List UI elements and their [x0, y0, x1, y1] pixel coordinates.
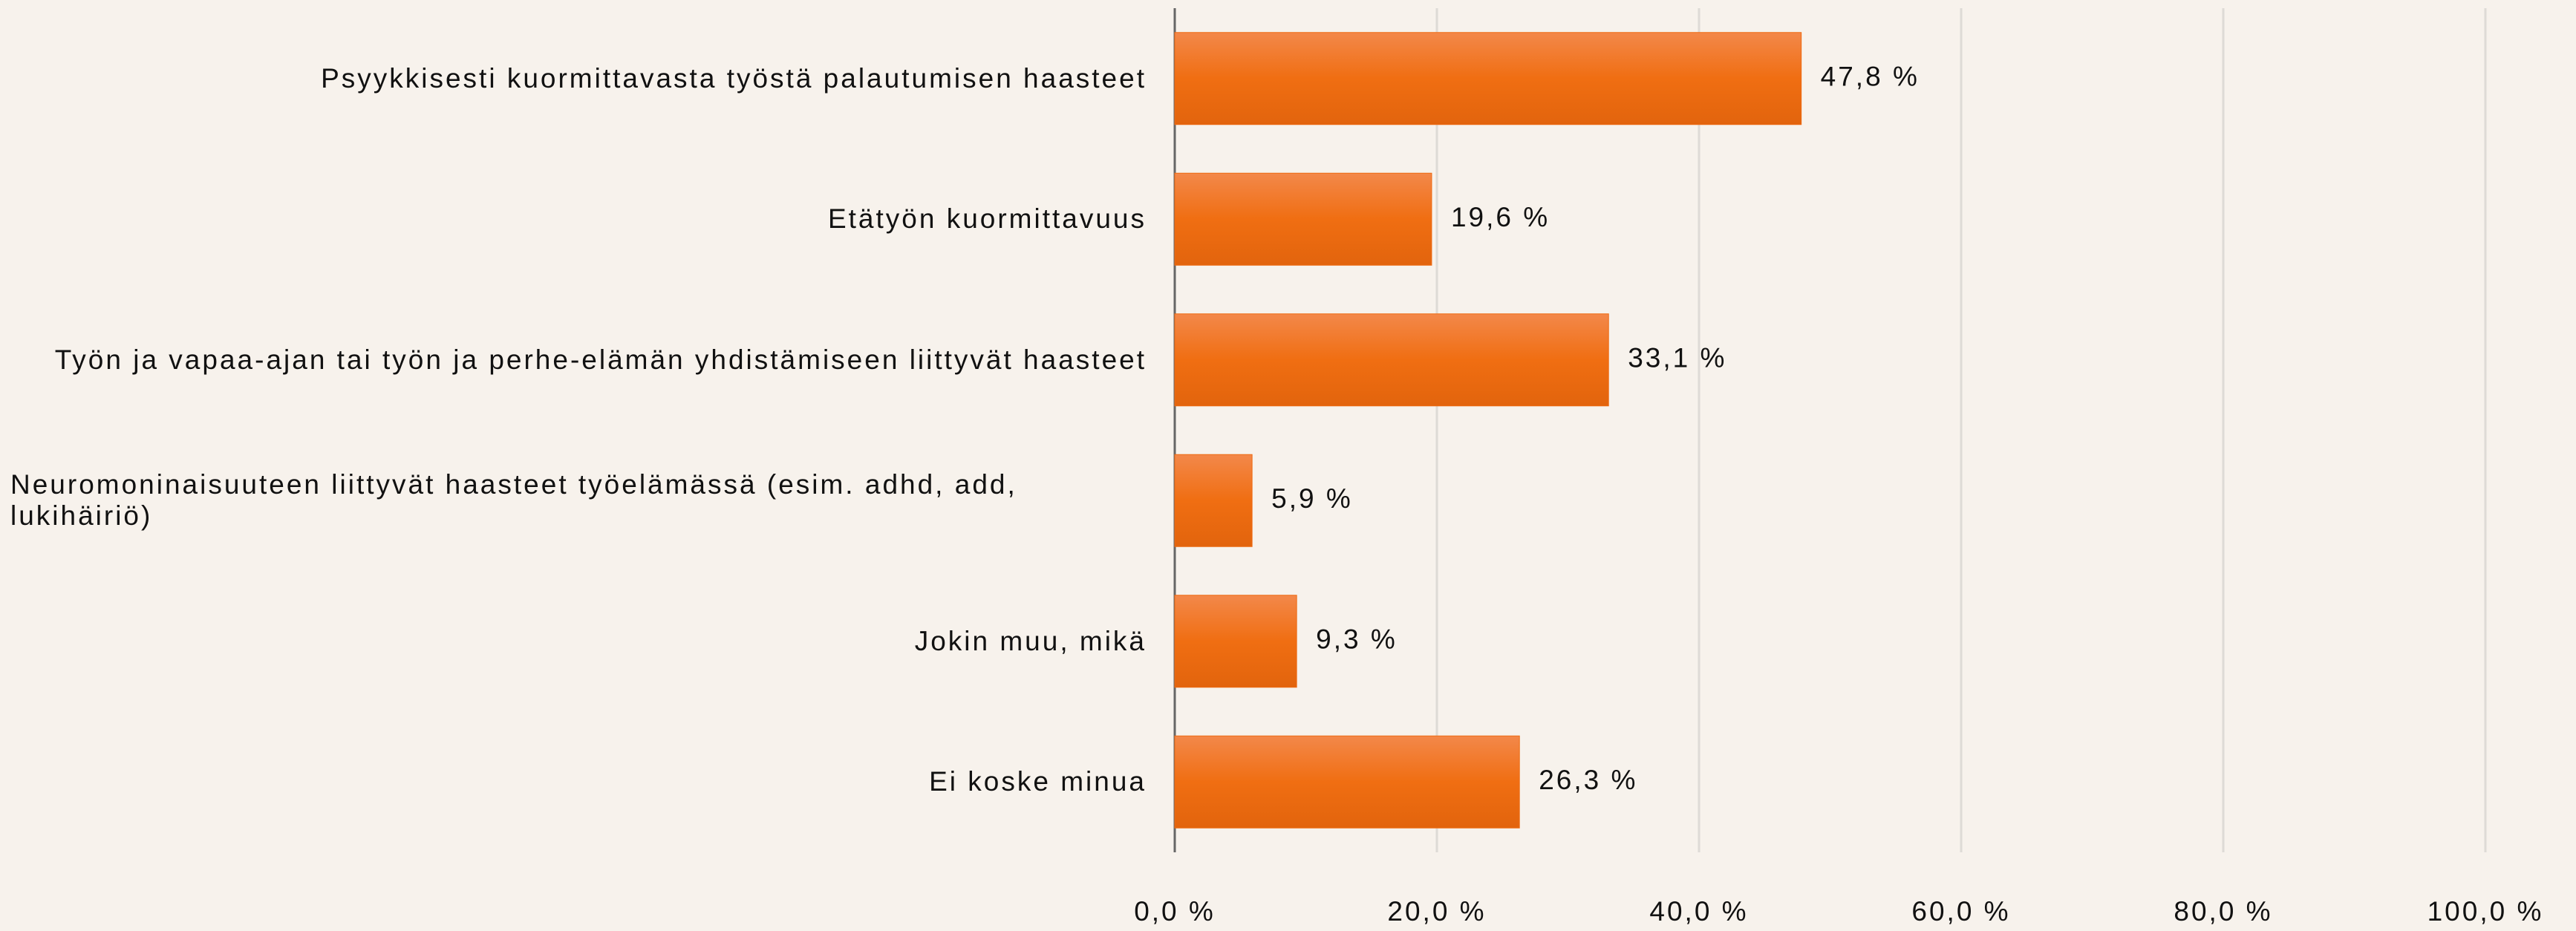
value-label: 5,9 % [1271, 483, 1353, 514]
category-label: Ei koske minua [929, 766, 1147, 797]
x-tick-label: 100,0 % [2427, 896, 2544, 927]
bar [1174, 32, 1802, 125]
bar [1174, 454, 1253, 547]
value-label: 33,1 % [1628, 343, 1726, 373]
value-label: 19,6 % [1451, 202, 1550, 232]
category-label: Työn ja vapaa-ajan tai työn ja perhe-elä… [54, 344, 1147, 375]
value-label: 26,3 % [1539, 765, 1637, 795]
x-tick-label: 80,0 % [2174, 896, 2272, 927]
category-label-box: Psyykkisesti kuormittavasta työstä palau… [0, 34, 1147, 123]
category-label: Psyykkisesti kuormittavasta työstä palau… [321, 62, 1147, 94]
category-label: Etätyön kuormittavuus [827, 203, 1147, 235]
category-label: Jokin muu, mikä [914, 625, 1147, 656]
value-label: 9,3 % [1316, 624, 1398, 655]
category-label-box: Työn ja vapaa-ajan tai työn ja perhe-elä… [0, 316, 1147, 405]
category-label-box: Neuromoninaisuuteen liittyvät haasteet t… [0, 456, 1147, 545]
value-label: 47,8 % [1821, 62, 1920, 92]
bar [1174, 595, 1297, 688]
bar [1174, 735, 1520, 829]
x-tick-label: 0,0 % [1134, 896, 1216, 927]
x-tick-label: 60,0 % [1911, 896, 2010, 927]
category-label-box: Etätyön kuormittavuus [0, 174, 1147, 264]
x-tick-label: 20,0 % [1387, 896, 1486, 927]
x-tick-label: 40,0 % [1649, 896, 1748, 927]
bar [1174, 172, 1432, 266]
bar [1174, 313, 1609, 407]
category-label: Neuromoninaisuuteen liittyvät haasteet t… [10, 469, 1017, 532]
category-label-box: Ei koske minua [0, 737, 1147, 826]
category-label-box: Jokin muu, mikä [0, 597, 1147, 686]
